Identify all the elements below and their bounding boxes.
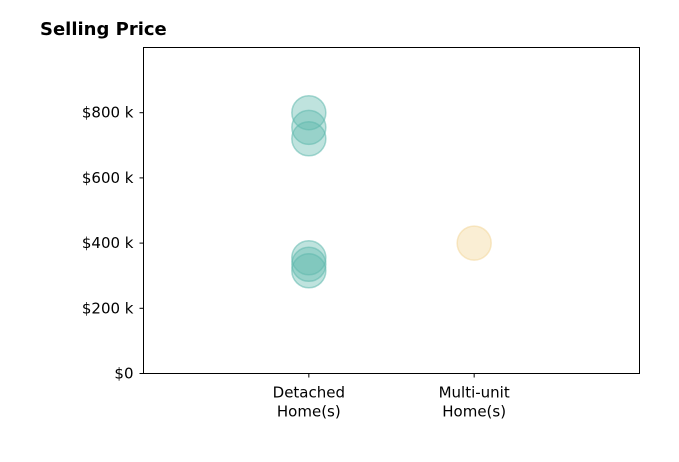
data-point-0-2 <box>291 121 327 157</box>
x-tick-label-1: Multi-unit Home(s) <box>439 384 510 421</box>
data-point-0-1 <box>291 109 327 146</box>
plot-frame <box>143 47 640 374</box>
y-tick-label-2: $400 k <box>82 234 134 252</box>
x-axis: Detached Home(s) Multi-unit Home(s) <box>273 373 510 421</box>
data-point-0-0 <box>291 94 327 131</box>
y-tick-label-0: $0 <box>114 365 133 383</box>
data-point-0-5 <box>291 253 327 289</box>
y-tick-label-1: $200 k <box>82 299 134 317</box>
y-axis: $0 $200 k $400 k $600 k $800 k <box>82 104 144 383</box>
chart-title: Selling Price <box>40 19 167 40</box>
y-tick-label-4: $800 k <box>82 104 134 122</box>
data-points <box>291 94 492 289</box>
data-point-1-0 <box>456 225 492 261</box>
y-tick-label-3: $600 k <box>82 169 134 187</box>
x-tick-label-0: Detached Home(s) <box>273 384 345 421</box>
